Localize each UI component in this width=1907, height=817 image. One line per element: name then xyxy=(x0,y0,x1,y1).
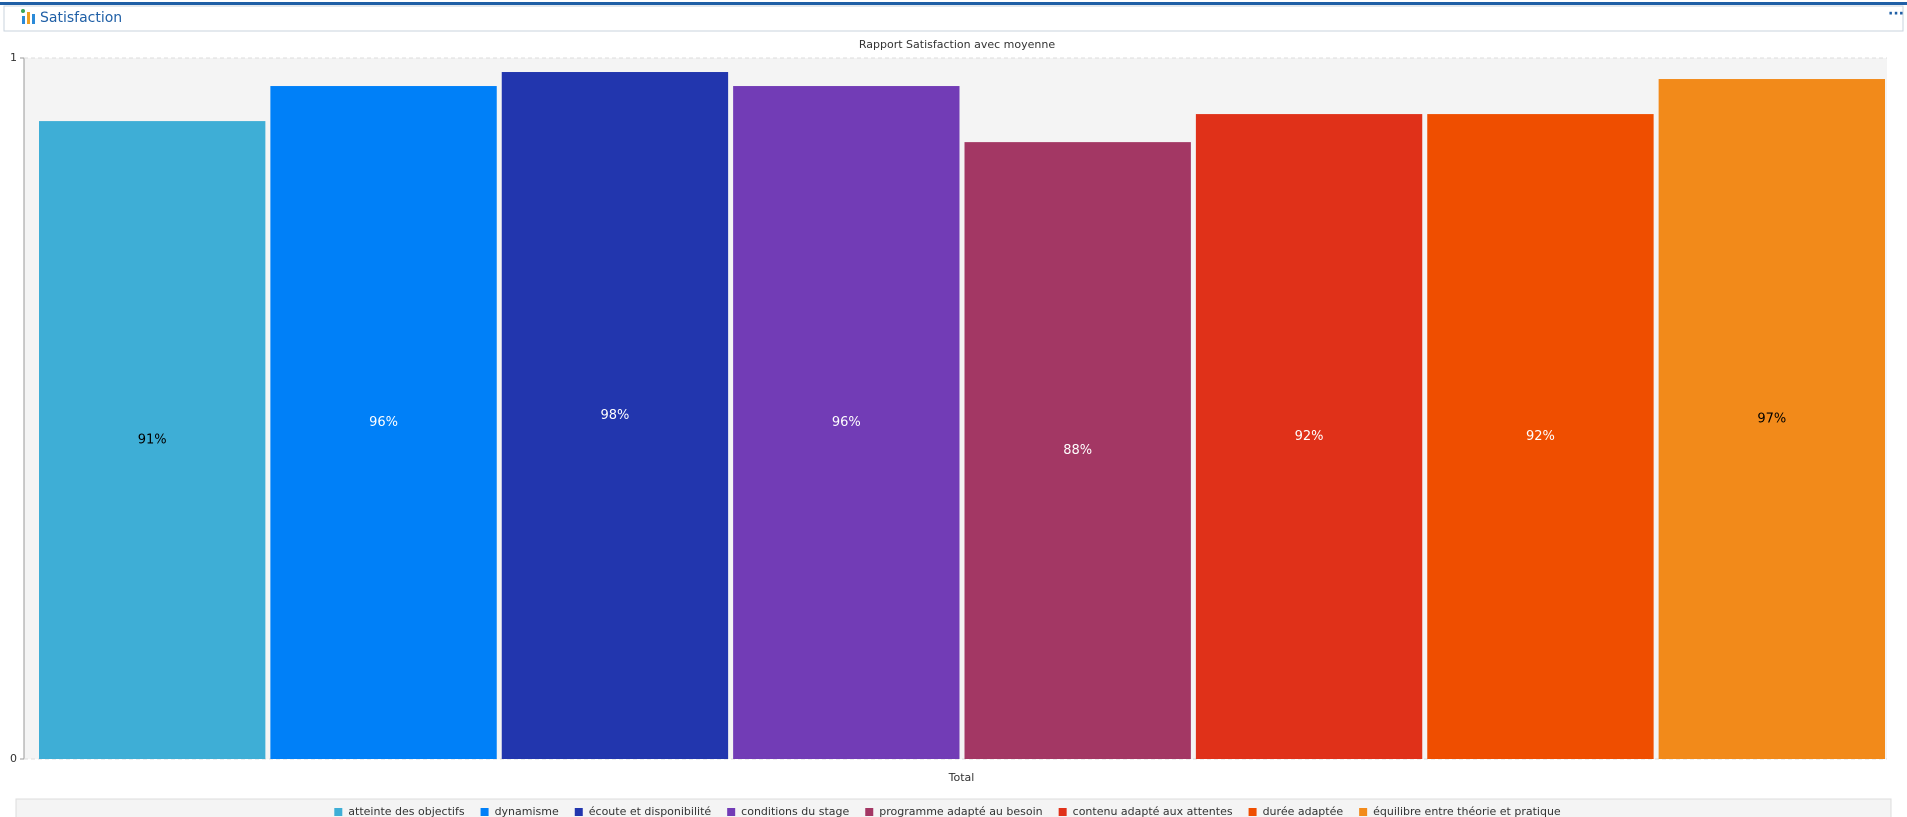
legend-label: équilibre entre théorie et pratique xyxy=(1373,805,1561,817)
legend-label: atteinte des objectifs xyxy=(348,805,465,817)
data-label: 91% xyxy=(138,433,167,448)
legend-swatch xyxy=(574,808,583,816)
legend-label: programme adapté au besoin xyxy=(879,805,1042,817)
bar xyxy=(270,86,497,760)
legend-swatch xyxy=(480,808,489,816)
legend-swatch xyxy=(1058,808,1067,816)
data-label: 96% xyxy=(369,415,398,430)
chart-icon xyxy=(21,9,35,24)
legend-label: conditions du stage xyxy=(741,805,849,817)
menu-button[interactable]: ··· xyxy=(1888,6,1904,22)
data-label: 98% xyxy=(600,408,629,423)
legend-label: durée adaptée xyxy=(1263,805,1344,817)
legend-label: dynamisme xyxy=(495,805,559,817)
y-tick-label: 0 xyxy=(10,752,17,765)
data-label: 96% xyxy=(832,415,861,430)
legend-swatch xyxy=(727,808,736,816)
bar xyxy=(964,142,1191,759)
bar xyxy=(1658,79,1885,759)
data-label: 92% xyxy=(1526,429,1555,444)
legend-swatch xyxy=(865,808,874,816)
bar xyxy=(1427,114,1654,759)
x-tick-label: Total xyxy=(948,771,975,784)
chart-title: Rapport Satisfaction avec moyenne xyxy=(859,38,1055,51)
bar xyxy=(1195,114,1423,759)
legend-label: écoute et disponibilité xyxy=(589,805,712,817)
bar xyxy=(733,86,960,760)
header-title: Satisfaction xyxy=(40,10,122,26)
legend-label: contenu adapté aux attentes xyxy=(1073,805,1233,817)
data-label: 92% xyxy=(1295,429,1324,444)
data-label: 88% xyxy=(1063,443,1092,458)
legend-swatch xyxy=(1248,808,1257,816)
top-border xyxy=(0,2,1907,5)
y-tick-label: 1 xyxy=(10,51,17,64)
bar xyxy=(501,72,729,759)
header-bar xyxy=(3,5,1904,32)
bar xyxy=(39,121,266,760)
legend-swatch xyxy=(334,808,343,816)
data-label: 97% xyxy=(1757,412,1786,427)
legend-swatch xyxy=(1359,808,1368,816)
